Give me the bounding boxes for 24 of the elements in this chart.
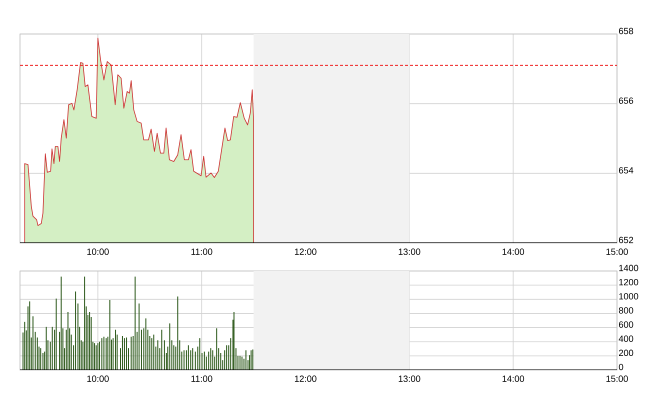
x-tick-label: 11:00 xyxy=(191,376,212,382)
x-tick-label: 10:00 xyxy=(87,376,109,382)
x-tick-label: 12:00 xyxy=(294,248,316,255)
x-tick-label: 13:00 xyxy=(398,248,420,255)
y-tick-label: 654 xyxy=(618,167,634,174)
x-tick-label: 14:00 xyxy=(502,376,524,382)
y-tick-label: 656 xyxy=(618,97,634,104)
y-tick-label: 1200 xyxy=(619,278,638,286)
x-tick-label: 15:00 xyxy=(606,248,628,255)
y-tick-label: 658 xyxy=(618,28,634,34)
x-tick-label: 15:00 xyxy=(606,376,628,382)
y-tick-label: 0 xyxy=(618,364,624,370)
y-tick-label: 200 xyxy=(618,350,634,356)
y-tick-label: 1000 xyxy=(619,293,638,300)
x-tick-label: 13:00 xyxy=(398,376,420,382)
x-tick-label: 11:00 xyxy=(191,248,212,255)
x-tick-label: 10:00 xyxy=(87,248,109,255)
y-tick-label: 800 xyxy=(618,307,634,314)
y-tick-label: 1400 xyxy=(619,264,638,272)
y-tick-label: 600 xyxy=(618,321,634,328)
x-tick-label: 14:00 xyxy=(502,248,524,255)
x-tick-label: 12:00 xyxy=(294,376,316,382)
y-tick-label: 652 xyxy=(618,236,634,244)
y-tick-label: 400 xyxy=(618,336,634,342)
